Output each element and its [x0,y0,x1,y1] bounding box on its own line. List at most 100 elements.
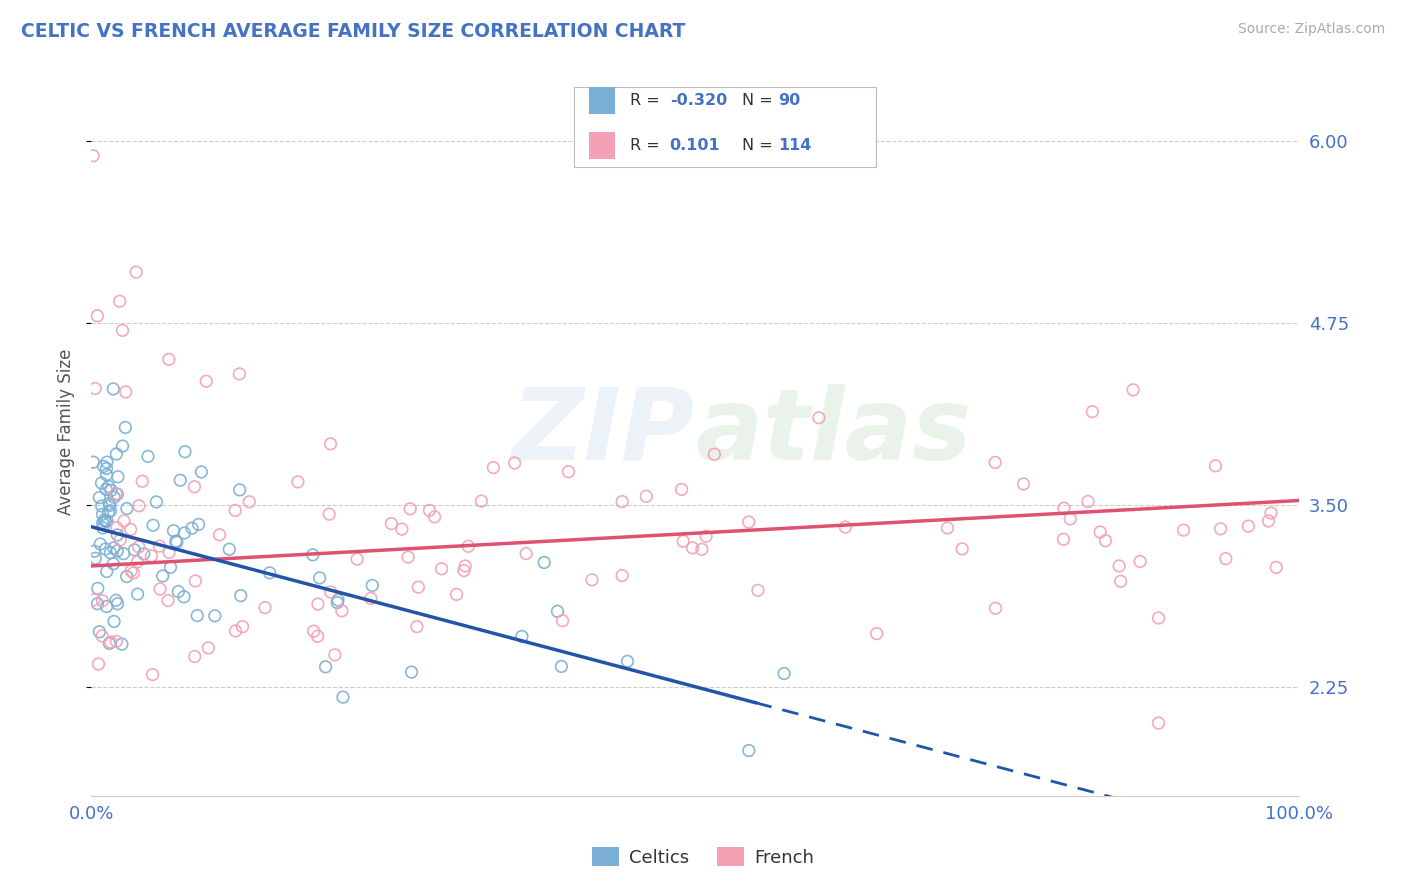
Point [89,491,111,505]
Point [950,541,973,556]
Point [90,499,112,513]
Point [738,743,761,757]
Point [581,573,603,587]
Point [866,626,889,640]
Point [100,635,122,649]
Point [936,521,959,535]
Point [218,542,240,557]
Point [1053,501,1076,516]
Y-axis label: Average Family Size: Average Family Size [58,349,75,516]
Point [1257,514,1279,528]
Point [1260,506,1282,520]
Point [1265,560,1288,574]
Point [83,592,105,607]
Point [557,465,579,479]
Point [326,596,349,610]
Point [318,507,340,521]
Point [259,566,281,580]
Point [181,521,204,535]
Point [636,489,658,503]
Point [253,600,276,615]
Point [124,542,146,557]
Point [157,352,180,367]
Point [550,659,572,673]
Point [302,624,325,639]
Point [120,564,142,578]
Point [446,587,468,601]
Point [1081,405,1104,419]
Point [127,587,149,601]
Point [157,545,180,559]
Point [86,597,108,611]
Text: Source: ZipAtlas.com: Source: ZipAtlas.com [1237,22,1385,37]
Point [315,660,337,674]
Point [470,494,492,508]
Text: R =: R = [630,138,665,153]
Point [103,541,125,555]
Point [330,604,353,618]
Point [91,629,114,643]
Point [346,552,368,566]
Point [96,455,118,469]
Point [187,517,209,532]
Point [547,604,569,618]
Point [1129,554,1152,568]
Point [1215,551,1237,566]
Point [1094,533,1116,548]
Point [482,460,505,475]
Point [225,624,247,638]
Point [105,634,128,648]
Point [91,516,114,530]
Point [406,619,429,633]
Point [610,568,633,582]
Point [148,539,170,553]
Point [96,514,118,528]
Point [671,483,693,497]
Text: N =: N = [742,138,778,153]
Point [984,601,1007,615]
Point [100,483,122,498]
Point [1122,383,1144,397]
Point [98,636,121,650]
Text: ZIP: ZIP [512,384,695,481]
Point [747,583,769,598]
Point [105,486,128,500]
Point [1059,512,1081,526]
Point [96,461,118,475]
Point [1052,533,1074,547]
Point [103,557,125,571]
Point [834,520,856,534]
Point [1209,522,1232,536]
Point [108,294,131,309]
Point [94,514,117,528]
Point [533,556,555,570]
Point [91,521,114,535]
Point [1109,574,1132,589]
Point [984,455,1007,469]
Point [96,599,118,614]
Point [84,551,107,566]
Point [132,547,155,561]
Point [115,569,138,583]
Point [204,608,226,623]
Point [186,608,208,623]
Point [82,149,104,163]
Point [319,585,342,599]
Point [83,544,105,558]
Point [128,540,150,554]
Point [107,470,129,484]
Point [616,654,638,668]
Point [103,615,125,629]
Point [551,614,574,628]
Point [157,593,180,607]
Point [107,597,129,611]
Text: 90: 90 [779,93,800,108]
Point [127,555,149,569]
Point [231,620,253,634]
Point [319,437,342,451]
Point [104,593,127,607]
Text: 114: 114 [779,138,811,153]
Legend: Celtics, French: Celtics, French [585,840,821,874]
Point [672,534,695,549]
Point [408,580,430,594]
